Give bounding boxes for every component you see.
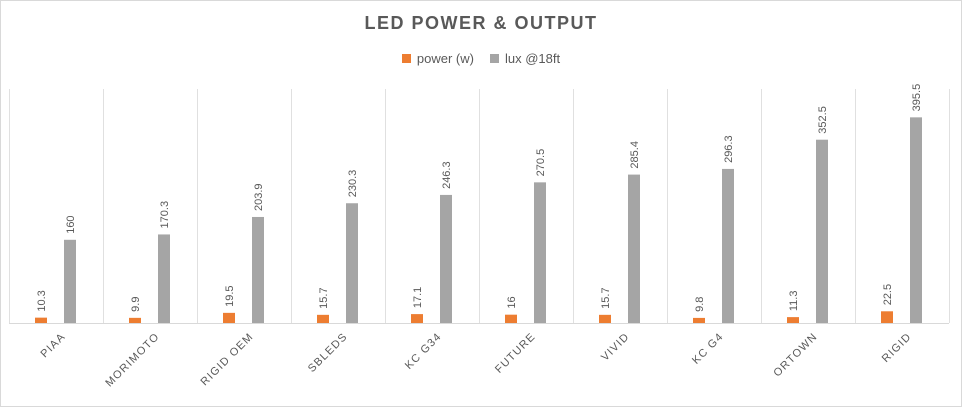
bar-power [35, 317, 47, 323]
x-tick-label: VIVID [599, 331, 632, 364]
bar-power [881, 311, 893, 323]
bar-lux [722, 168, 734, 323]
x-tick-label: MORIMOTO [103, 331, 162, 390]
data-label-lux: 230.3 [347, 170, 359, 198]
x-tick-label: RIGID OEM [199, 331, 257, 389]
bar-lux [440, 194, 452, 323]
data-label-power: 10.3 [36, 290, 48, 311]
bar-lux [534, 182, 546, 323]
data-label-power: 9.8 [694, 297, 706, 312]
data-label-power: 15.7 [600, 287, 612, 308]
bar-lux [816, 139, 828, 323]
data-label-power: 9.9 [130, 297, 142, 312]
bar-power [787, 317, 799, 323]
data-label-lux: 170.3 [159, 201, 171, 229]
bar-lux [346, 203, 358, 323]
data-label-power: 17.1 [412, 287, 424, 308]
chart-title: LED POWER & OUTPUT [364, 13, 598, 33]
x-tick-label: RIGID [880, 331, 914, 365]
x-tick-label: KC G34 [403, 331, 444, 372]
legend-label-power: power (w) [416, 51, 474, 66]
data-label-lux: 270.5 [535, 149, 547, 177]
x-tick-label: ORTOWN [771, 331, 820, 380]
data-label-power: 22.5 [882, 284, 894, 305]
bar-lux [64, 239, 76, 323]
bar-lux [252, 216, 264, 323]
legend-label-lux: lux @18ft [504, 51, 561, 66]
bar-power [411, 314, 423, 323]
legend-swatch-power [401, 54, 411, 63]
data-label-lux: 352.5 [817, 106, 829, 134]
bar-lux [910, 117, 922, 323]
data-label-lux: 285.4 [629, 141, 641, 169]
x-tick-label: FUTURE [493, 331, 538, 376]
bar-power [129, 317, 141, 323]
legend-item-power: power (w) [401, 51, 474, 66]
data-label-power: 11.3 [788, 291, 800, 312]
bar-power [505, 314, 517, 323]
bar-lux [158, 234, 170, 323]
bar-lux [628, 174, 640, 323]
bar-power [317, 314, 329, 323]
chart-legend: power (w) lux @18ft [1, 51, 961, 66]
legend-swatch-lux [489, 54, 499, 63]
data-label-lux: 296.3 [723, 135, 735, 163]
x-tick-label: PIAA [39, 331, 69, 361]
data-label-lux: 160 [65, 215, 77, 233]
data-label-power: 16 [506, 296, 518, 308]
data-label-power: 19.5 [224, 285, 236, 306]
x-tick-label: SBLEDS [306, 331, 350, 375]
data-label-lux: 395.5 [911, 84, 923, 112]
bar-power [693, 317, 705, 323]
data-label-power: 15.7 [318, 287, 330, 308]
bar-power [599, 314, 611, 323]
data-label-lux: 203.9 [253, 183, 265, 211]
bar-power [223, 312, 235, 323]
data-label-lux: 246.3 [441, 161, 453, 189]
legend-item-lux: lux @18ft [489, 51, 561, 66]
x-tick-label: KC G4 [690, 331, 726, 367]
